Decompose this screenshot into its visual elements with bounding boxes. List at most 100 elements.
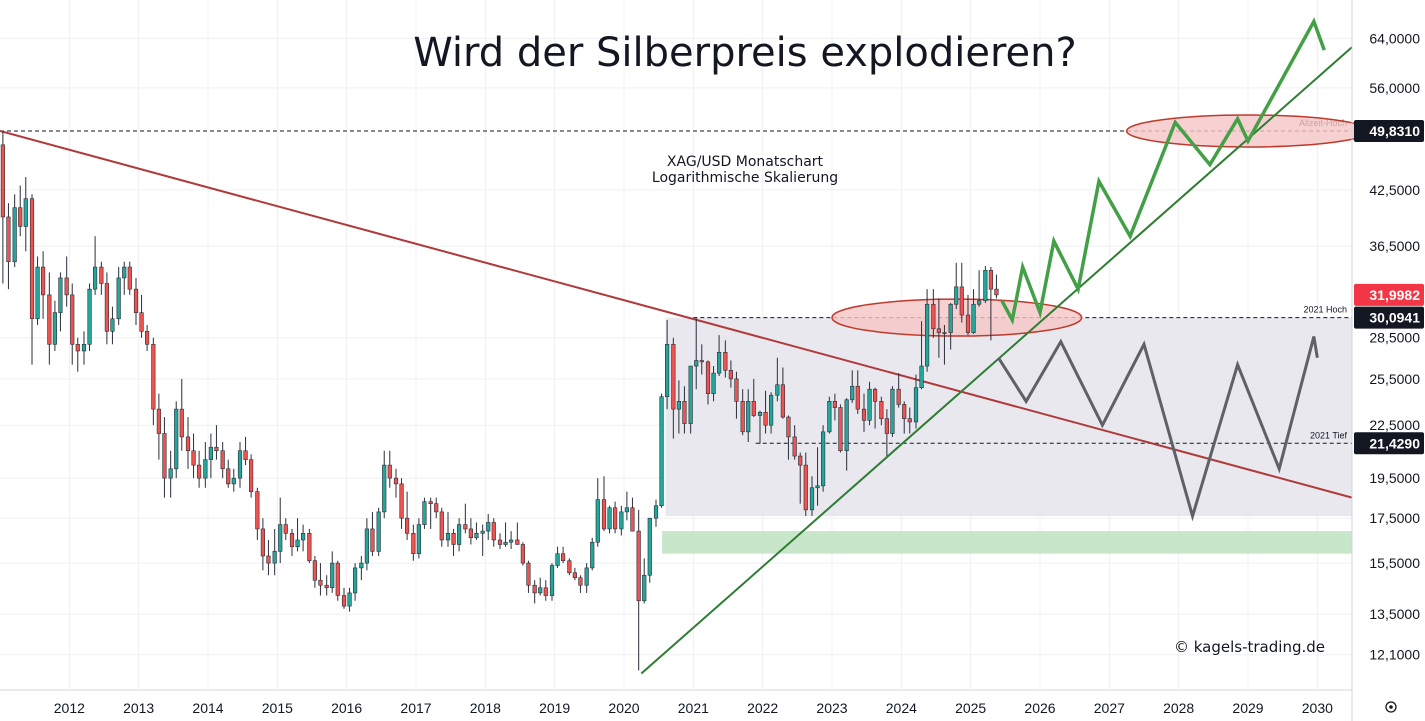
price-badge [1354, 432, 1424, 455]
annotation-layer: Wird der Silberpreis explodieren? XAG/US… [413, 30, 1325, 656]
candle-body [18, 207, 23, 227]
x-tick-label: 2021 [678, 700, 709, 716]
candle-body [821, 431, 826, 487]
candle-body [255, 491, 260, 530]
x-tick-label: 2029 [1232, 700, 1263, 716]
candle-body [977, 300, 982, 305]
candle-body [226, 468, 231, 485]
candle-body [613, 507, 618, 530]
candle-body [983, 269, 988, 302]
candle-body [584, 567, 589, 586]
candle-body [636, 530, 641, 602]
bearish-projection-path [997, 336, 1319, 522]
candle-body [936, 328, 941, 333]
candle-body [827, 401, 832, 433]
candle-body [272, 551, 277, 564]
support-zone [662, 531, 1352, 554]
candle-body [324, 584, 329, 589]
candle-body [260, 528, 265, 557]
candle-body [266, 555, 271, 564]
candle-body [803, 464, 808, 511]
candle-body [75, 343, 80, 352]
candle-body [474, 533, 479, 539]
candle-body [174, 408, 179, 470]
candle-body [191, 450, 196, 466]
candle-body [64, 277, 69, 296]
candle-body [156, 408, 161, 434]
y-tick-label: 64,0000 [1369, 30, 1420, 46]
candle-body [405, 517, 410, 534]
settings-button[interactable] [1385, 701, 1397, 713]
ellipse-layer [831, 114, 1371, 337]
candle-body [647, 517, 652, 576]
candle-body [688, 365, 693, 424]
level-label: 2021 Hoch [1303, 305, 1347, 315]
y-tick-label: 12,1000 [1369, 647, 1420, 663]
candle-body [925, 303, 930, 367]
candle-body [555, 553, 560, 566]
chart-subtitle-line-2: Logarithmische Skalierung [652, 170, 838, 186]
candle-body [855, 385, 860, 410]
candle-body [451, 533, 456, 545]
candle-body [734, 378, 739, 402]
candle-body [318, 579, 323, 586]
candle-body [47, 294, 52, 345]
candle-body [197, 464, 202, 479]
candle-body [29, 198, 35, 320]
candle-body [676, 401, 681, 410]
candle-body [515, 539, 520, 545]
candle-body [480, 530, 485, 534]
candle-body [959, 286, 964, 316]
y-tick-label: 36,5000 [1369, 238, 1420, 254]
x-tick-label: 2022 [747, 700, 778, 716]
candle-body [364, 528, 369, 564]
candle-body [965, 314, 971, 333]
candle-body [723, 352, 728, 371]
candle-body [151, 343, 156, 410]
candle-body [549, 565, 555, 596]
candle-body [526, 562, 531, 586]
candle-body [81, 343, 87, 352]
candle-body [278, 524, 283, 552]
x-tick-label: 2030 [1302, 700, 1333, 716]
candle-body [653, 505, 659, 519]
y-tick-label: 22,5000 [1369, 417, 1420, 433]
x-tick-label: 2025 [955, 700, 986, 716]
candle-body [642, 574, 647, 602]
candle-body [52, 312, 57, 345]
candle-body [457, 524, 462, 545]
candle-body [867, 388, 872, 421]
candle-body [439, 511, 444, 541]
candle-body [907, 418, 912, 423]
candle-body [919, 365, 924, 389]
x-tick-label: 2014 [192, 700, 223, 716]
chart-title: Wird der Silberpreis explodieren? [413, 30, 1077, 76]
chart-subtitle-line-1: XAG/USD Monatschart [667, 154, 824, 170]
trendline-layer [0, 46, 1353, 675]
candle-body [931, 303, 936, 330]
x-tick-label: 2015 [262, 700, 293, 716]
candle-body [711, 372, 716, 394]
candle-body [0, 144, 5, 218]
candle-body [162, 433, 167, 479]
candle-body [705, 361, 711, 394]
candle-body [850, 385, 855, 401]
candle-body [890, 388, 895, 434]
candle-body [561, 553, 566, 562]
candle-body [387, 464, 392, 479]
candle-body [873, 388, 878, 402]
candle-body [70, 294, 75, 345]
candle-body [133, 288, 139, 313]
candle-body [468, 528, 473, 539]
candle-body [353, 567, 358, 594]
candle-body [520, 544, 525, 564]
candle-body [122, 266, 127, 279]
candle-body [312, 560, 317, 581]
x-tick-label: 2012 [54, 700, 85, 716]
candle-body [567, 560, 572, 574]
x-tick-label: 2026 [1024, 700, 1055, 716]
candle-body [601, 499, 607, 530]
price-badge [1354, 283, 1424, 306]
candle-body [763, 411, 768, 426]
